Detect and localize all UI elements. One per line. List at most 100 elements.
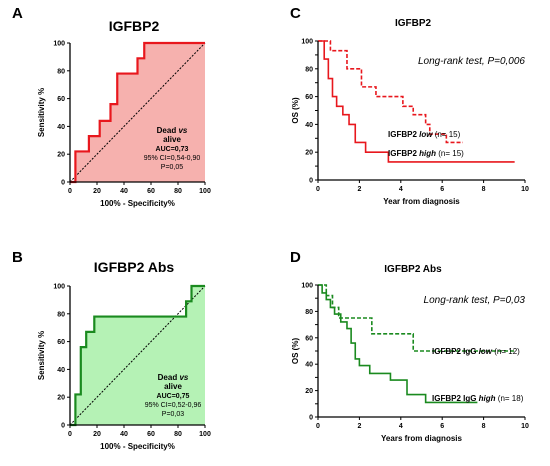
panel-c-legend-low: IGFBP2 low (n= 15): [388, 130, 461, 139]
panel-a-x-tick-label: 40: [120, 188, 128, 195]
panel-c-y-tick-label: 20: [305, 150, 313, 157]
panel-d-y-tick-label: 40: [305, 362, 313, 369]
panel-d-title: IGFBP2 Abs: [384, 264, 442, 275]
panel-a-reference-diagonal: [69, 42, 206, 183]
panel-a-annot-alive: alive: [163, 135, 181, 144]
panel-a-x-axis-title: 100% - Specificity%: [100, 199, 175, 208]
panel-b-y-axis-title: Sensitivity %: [37, 331, 46, 380]
panel-b-annot-p: P=0,03: [162, 411, 184, 418]
panel-b-y-tick-label: 100: [53, 284, 65, 291]
panel-c-y-axis-title: OS (%): [291, 97, 300, 124]
panel-c: C IGFBP2 0 20 40 60 80 100 0 2 4 6 8 10 Year from diag…: [290, 5, 529, 206]
panel-d-y-tick-label: 100: [301, 283, 313, 290]
panel-a-title: IGFBP2: [109, 18, 160, 34]
panel-a-x-tick-label: 80: [174, 188, 182, 195]
panel-b-x-tick-label: 40: [120, 431, 128, 438]
panel-d: D IGFBP2 Abs 0 20 40 60 80 100 0 2 4 6 8 10 Years from…: [290, 249, 529, 443]
panel-d-series-high: [318, 284, 478, 404]
panel-b-y-tick-label: 40: [57, 367, 65, 374]
panel-d-legend-high-n: (n= 18): [496, 394, 524, 403]
panel-b-y-tick-label: 0: [61, 423, 65, 430]
panel-b-annot-ci: 95% CI=0,52-0,96: [145, 402, 202, 409]
panel-d-y-tick-label: 20: [305, 388, 313, 395]
panel-a-y-tick-label: 60: [57, 96, 65, 103]
panel-b-y-tick-label: 20: [57, 395, 65, 402]
panel-d-y-tick-label: 0: [309, 415, 313, 422]
panel-c-y-tick-label: 80: [305, 66, 313, 73]
panel-d-x-tick-label: 6: [440, 423, 444, 430]
panel-c-letter: C: [290, 5, 301, 22]
panel-c-title: IGFBP2: [395, 18, 432, 29]
panel-a: A IGFBP2 0 20 40 60 80 100 0 20 40 60 80 100 100% - Sp…: [12, 5, 211, 208]
panel-d-legend-high: IGFBP2 IgG high (n= 18): [432, 394, 524, 403]
panel-b-x-tick-label: 100: [199, 431, 211, 438]
panel-d-y-tick-label: 80: [305, 309, 313, 316]
panel-c-x-tick-label: 4: [399, 186, 403, 193]
panel-c-y-tick-label: 60: [305, 94, 313, 101]
panel-d-legend-low: IGFBP2 IgG low (n= 12): [432, 347, 520, 356]
panel-d-x-tick-label: 2: [357, 423, 361, 430]
panel-c-x-tick-label: 8: [482, 186, 486, 193]
panel-b-x-tick-label: 60: [147, 431, 155, 438]
panel-d-x-axis-title: Years from diagnosis: [381, 434, 462, 443]
panel-d-series-low: [318, 284, 515, 352]
panel-d-test-p: P=0,03: [493, 295, 525, 306]
panel-a-x-tick-label: 60: [147, 188, 155, 195]
panel-d-legend-low-emph: low: [479, 347, 493, 356]
panel-b-x-tick-label: 0: [68, 431, 72, 438]
panel-b-reference-diagonal: [69, 285, 206, 426]
panel-c-x-tick-label: 6: [440, 186, 444, 193]
panel-b-annot-alive: alive: [164, 382, 182, 391]
panel-a-y-tick-label: 80: [57, 68, 65, 75]
panel-b-title: IGFBP2 Abs: [94, 259, 175, 275]
panel-d-test-label: Long-rank test, P=0,03: [424, 295, 526, 306]
panel-b-annot-title: Dead vs: [158, 373, 189, 382]
panel-a-y-tick-label: 0: [61, 180, 65, 187]
panel-c-series-high: [318, 40, 515, 163]
panel-a-x-tick-label: 20: [93, 188, 101, 195]
panel-d-x-tick-label: 10: [521, 423, 529, 430]
panel-d-letter: D: [290, 249, 301, 266]
panel-a-annot-ci: 95% CI=0,54-0,90: [144, 155, 201, 162]
panel-a-annot-title: Dead vs: [157, 126, 188, 135]
panel-b-y-tick-label: 80: [57, 311, 65, 318]
panel-a-y-tick-label: 20: [57, 152, 65, 159]
panel-b-roc-curve: [70, 284, 205, 427]
panel-c-y-tick-label: 40: [305, 122, 313, 129]
panel-a-x-tick-label: 0: [68, 188, 72, 195]
panel-a-letter: A: [12, 5, 23, 22]
panel-d-x-tick-label: 8: [482, 423, 486, 430]
panel-a-y-axis-title: Sensitivity %: [37, 88, 46, 137]
panel-a-roc-curve: [70, 41, 205, 184]
panel-b-annot-vs: vs: [179, 373, 188, 382]
panel-d-y-axis-title: OS (%): [291, 338, 300, 365]
panel-d-legend-high-emph: high: [479, 394, 496, 403]
panel-a-x-tick-label: 100: [199, 188, 211, 195]
panel-a-annot-auc: AUC=0,73: [156, 146, 189, 153]
panel-b-x-axis-title: 100% - Specificity%: [100, 442, 175, 451]
panel-c-test-p: P=0,006: [487, 56, 525, 67]
panel-b-x-tick-label: 20: [93, 431, 101, 438]
panel-b-letter: B: [12, 249, 23, 266]
panel-a-y-tick-label: 100: [53, 41, 65, 48]
panel-a-annot-p: P=0,05: [161, 164, 183, 171]
panel-c-legend-low-n: (n= 15): [432, 130, 460, 139]
panel-b-x-tick-label: 80: [174, 431, 182, 438]
panel-d-y-tick-label: 60: [305, 335, 313, 342]
panel-c-x-tick-label: 0: [316, 186, 320, 193]
panel-a-annot-vs: vs: [178, 126, 187, 135]
panel-c-series-low: [318, 40, 463, 144]
panel-c-legend-high-emph: high: [419, 149, 436, 158]
panel-c-x-tick-label: 10: [521, 186, 529, 193]
panel-d-legend-low-n: (n= 12): [492, 347, 520, 356]
panel-b-y-tick-label: 60: [57, 339, 65, 346]
panel-c-y-tick-label: 100: [301, 39, 313, 46]
panel-d-x-tick-label: 4: [399, 423, 403, 430]
panel-d-x-tick-label: 0: [316, 423, 320, 430]
panel-c-x-tick-label: 2: [357, 186, 361, 193]
panel-c-legend-low-emph: low: [419, 130, 433, 139]
panel-c-test-label: Long-rank test, P=0,006: [418, 56, 525, 67]
panel-c-legend-high-n: (n= 15): [436, 149, 464, 158]
panel-c-y-tick-label: 0: [309, 178, 313, 185]
